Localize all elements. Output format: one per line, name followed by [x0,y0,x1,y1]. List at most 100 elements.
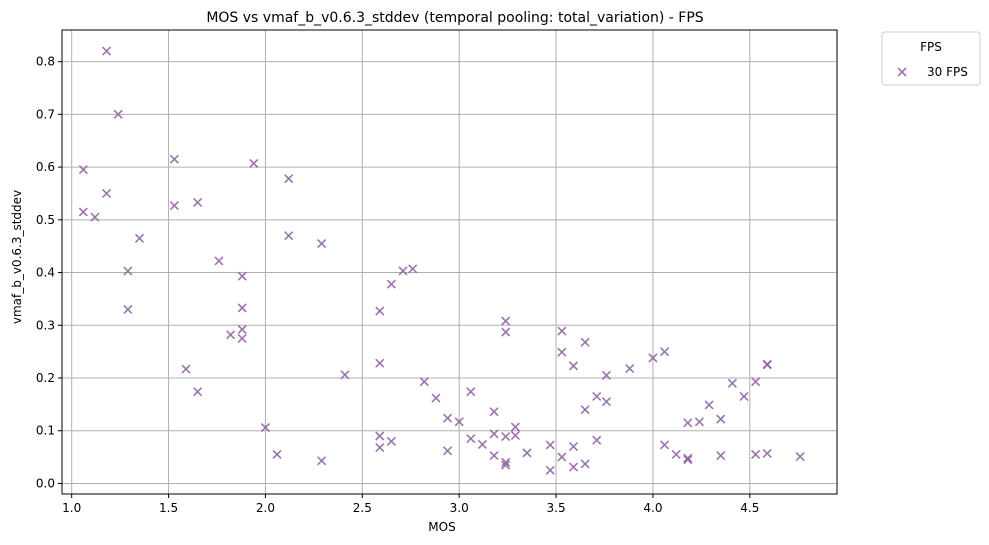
data-point [193,197,203,207]
marker-stroke [727,378,737,388]
marker-stroke [739,391,749,402]
marker-stroke [101,188,112,199]
data-point [181,364,191,374]
marker-stroke [340,370,350,380]
data-point [601,397,612,407]
data-point [340,370,350,380]
marker-stroke [134,233,145,243]
data-point [751,377,761,387]
marker-stroke [648,353,658,363]
data-point [386,279,396,289]
x-tick-label: 1.0 [62,501,81,515]
data-point [489,429,499,439]
data-point [260,422,271,433]
data-point [408,264,418,274]
x-tick-label: 3.5 [547,501,566,515]
marker-stroke [442,446,453,456]
marker-stroke [237,271,247,281]
data-point [795,451,805,462]
data-point [249,158,259,168]
data-point [716,414,726,424]
y-tick-label: 0.0 [36,476,55,490]
data-point [545,465,555,475]
marker-stroke [762,360,772,370]
data-point [113,109,123,119]
y-tick-label: 0.8 [36,55,55,69]
marker-stroke [466,387,476,397]
data-point [375,306,385,316]
data-point [193,387,203,397]
data-point [592,391,602,402]
data-point [683,453,693,463]
plot-area-frame [61,29,838,495]
y-tick-label: 0.7 [36,107,55,121]
data-point [101,46,112,56]
marker-stroke [501,431,511,442]
data-point [101,188,112,199]
data-point [489,450,499,461]
x-tick-label: 4.5 [740,501,759,515]
legend-title: FPS [920,40,942,54]
data-point [592,435,602,445]
marker-stroke [568,441,579,452]
data-point [123,266,133,276]
marker-stroke [510,422,520,432]
marker-stroke [101,46,112,56]
data-point [557,347,567,357]
data-point [704,400,714,410]
marker-stroke [683,453,693,463]
legend-box [881,31,981,86]
marker-stroke [237,303,247,313]
x-tick-label: 2.0 [256,501,275,515]
marker-stroke [592,435,602,445]
data-point [557,326,567,336]
marker-stroke [751,449,761,460]
marker-stroke [284,174,294,184]
data-point [237,333,247,344]
marker-stroke [181,364,191,374]
data-point [762,360,772,370]
data-point [78,165,88,175]
x-tick-label: 4.0 [643,501,662,515]
data-point [375,358,385,368]
marker-stroke [671,449,681,460]
marker-stroke [501,457,511,467]
data-point [557,452,567,462]
data-point [284,231,294,241]
data-point [466,434,476,444]
marker-stroke [568,361,579,371]
data-point [454,417,464,427]
data-point [501,460,511,470]
data-point [510,430,520,441]
marker-stroke [113,109,123,119]
data-point [671,449,681,460]
marker-stroke [557,326,567,336]
marker-stroke [716,414,726,424]
data-point [545,440,555,450]
data-point [683,418,693,428]
data-point [477,439,488,450]
data-point [272,449,282,460]
y-tick-label: 0.6 [36,160,55,174]
marker-stroke [442,413,453,423]
marker-stroke [489,450,499,461]
marker-stroke [317,238,327,249]
marker-stroke [683,455,693,465]
marker-stroke [193,197,203,207]
chart-title: MOS vs vmaf_b_v0.6.3_stddev (temporal po… [206,10,703,26]
marker-stroke [477,439,488,450]
marker-stroke [522,448,532,458]
marker-stroke [545,440,555,450]
grid-lines [62,30,837,494]
x-axis-ticks: 1.0 1.5 2.0 2.5 3.0 3.5 4.0 4.5 [62,494,759,515]
marker-stroke [751,377,761,387]
data-point [727,378,737,388]
marker-stroke [375,431,385,441]
data-point [398,266,408,276]
marker-stroke [580,459,590,469]
marker-stroke [601,397,612,407]
marker-stroke [408,264,418,274]
x-axis-label: MOS [428,520,455,534]
data-point [501,457,511,467]
